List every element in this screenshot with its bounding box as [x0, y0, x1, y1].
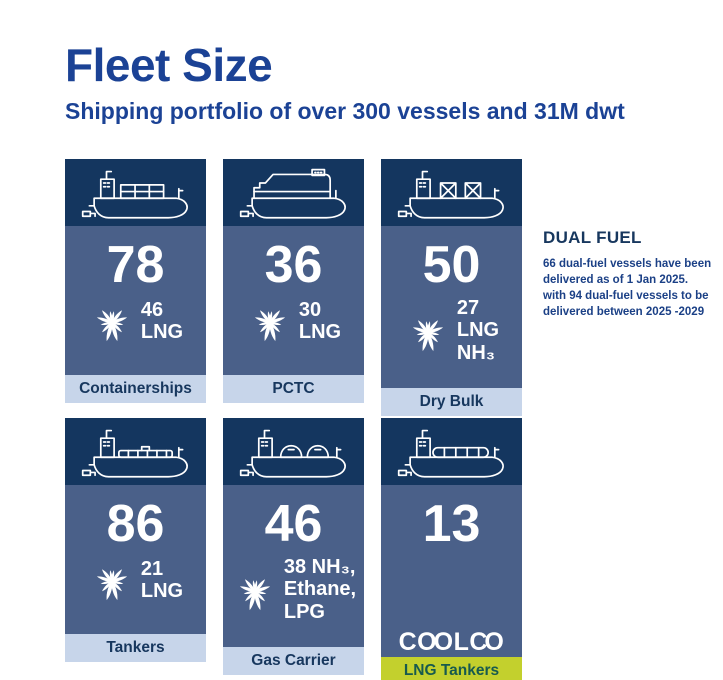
- fuel-line: LNG: [298, 321, 342, 343]
- dual-fuel-note-line: delivered between 2025 -2029: [543, 305, 705, 318]
- card-label: Containerships: [65, 375, 206, 403]
- page-subtitle: Shipping portfolio of over 300 vessels a…: [65, 98, 625, 124]
- fuel-line: LPG: [283, 600, 325, 623]
- fuel-row: 27 LNG NH₃: [404, 297, 499, 364]
- card-body: 36 30 LNG: [223, 226, 364, 375]
- fleet-card-containerships: 78 46 LNG Containerships: [65, 159, 206, 403]
- fuel-line: 27: [456, 297, 480, 319]
- trillium-leaf-icon: [96, 569, 127, 601]
- dual-fuel-note-line: with 94 dual-fuel vessels to be: [543, 289, 709, 302]
- page-title: Fleet Size: [65, 39, 273, 91]
- card-body: 50 27 LNG NH₃: [381, 226, 522, 389]
- card-label: LNG Tankers: [381, 657, 522, 680]
- fuel-row: 46 LNG: [88, 297, 183, 345]
- fleet-cards-grid: 78 46 LNG Containerships 36 30 LNG PCTC: [65, 159, 522, 680]
- card-label: Dry Bulk: [381, 388, 522, 417]
- fuel-line: 30: [298, 298, 322, 321]
- vessel-count: 13: [422, 495, 481, 553]
- dual-fuel-note-line: 66 dual-fuel vessels have been: [543, 258, 712, 270]
- dual-fuel-text: 66 dual-fuel vessels have been delivered …: [543, 257, 721, 320]
- fuel-line: LNG: [140, 580, 184, 602]
- dual-fuel-note-line: delivered as of 1 Jan 2025.: [543, 273, 689, 286]
- tanker-ship-icon: [81, 429, 188, 478]
- fuel-line: NH₃: [456, 341, 496, 364]
- fuel-lines: 38 NH₃, Ethane, LPG: [284, 556, 356, 623]
- vessel-count: 50: [422, 236, 481, 294]
- card-label: Tankers: [65, 634, 206, 662]
- dual-fuel-heading: DUAL FUEL: [543, 228, 642, 247]
- dual-fuel-note: DUAL FUEL 66 dual-fuel vessels have been…: [543, 228, 721, 320]
- trillium-leaf-icon: [412, 319, 443, 351]
- fuel-line: 38 NH₃,: [283, 556, 356, 578]
- trillium-leaf-icon: [254, 310, 285, 342]
- card-label: PCTC: [223, 375, 364, 403]
- card-label: Gas Carrier: [223, 647, 364, 676]
- fleet-card-pctc: 36 30 LNG PCTC: [223, 159, 364, 403]
- card-body: 78 46 LNG: [65, 226, 206, 375]
- fuel-lines: 46 LNG: [141, 299, 183, 344]
- fuel-line: LNG: [140, 321, 184, 343]
- bulk-carrier-icon: [397, 170, 504, 219]
- card-body: 86 21 LNG: [65, 485, 206, 634]
- fuel-line: Ethane,: [283, 578, 357, 601]
- card-body: 46 38 NH₃, Ethane, LPG: [223, 485, 364, 648]
- fuel-lines: 21 LNG: [141, 558, 183, 603]
- fleet-card-tankers: 86 21 LNG Tankers: [65, 418, 206, 662]
- fuel-row: 21 LNG: [88, 556, 183, 604]
- fleet-card-dry-bulk: 50 27 LNG NH₃ Dry Bulk: [381, 159, 522, 417]
- fuel-line: 46: [140, 298, 164, 321]
- fuel-lines: 27 LNG NH₃: [457, 297, 499, 364]
- fuel-line: 21: [140, 557, 164, 580]
- fuel-row: 38 NH₃, Ethane, LPG: [231, 556, 356, 623]
- pctc-ship-icon: [239, 168, 346, 219]
- vessel-count: 86: [106, 495, 165, 553]
- fuel-row: 30 LNG: [246, 297, 341, 345]
- lng-carrier-icon: [397, 429, 504, 478]
- vessel-count: 78: [106, 236, 165, 294]
- vessel-count: 46: [264, 495, 323, 553]
- vessel-count: 36: [264, 236, 323, 294]
- fuel-line: LNG: [456, 319, 500, 342]
- fuel-row: [425, 556, 478, 604]
- containership-icon: [81, 170, 188, 219]
- fleet-card-gas-carrier: 46 38 NH₃, Ethane, LPG Gas Carrier: [223, 418, 364, 676]
- gas-carrier-icon: [239, 429, 346, 478]
- trillium-leaf-icon: [239, 578, 270, 610]
- trillium-leaf-icon: [96, 310, 127, 342]
- fuel-lines: 30 LNG: [299, 299, 341, 344]
